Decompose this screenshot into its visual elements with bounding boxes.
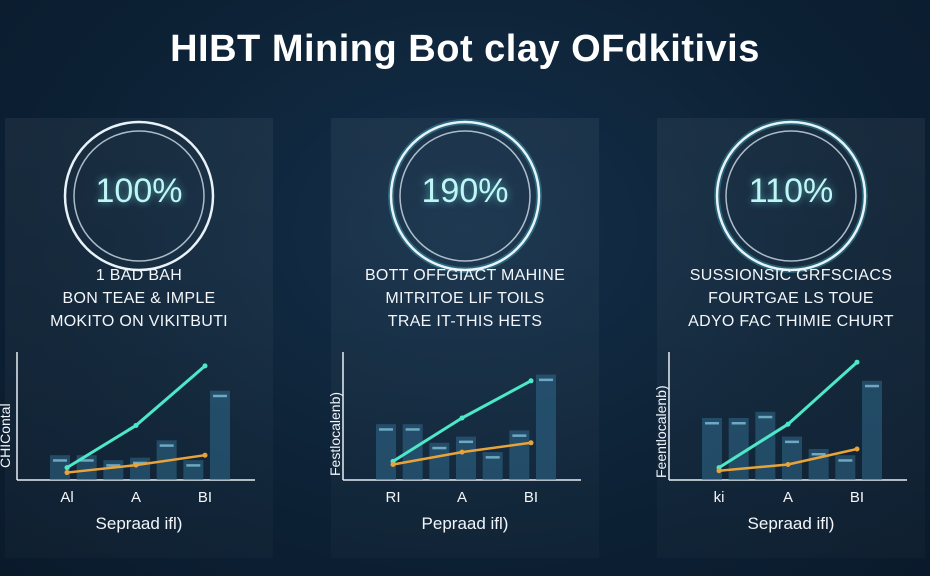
chart-bar <box>782 436 802 480</box>
series-point <box>528 378 534 384</box>
metric-panel-1: 100% 1 BAD BAH BON TEAE & IMPLE MOKITO O… <box>0 118 273 558</box>
percent-ring <box>714 119 868 273</box>
description-line: BON TEAE & IMPLE <box>62 290 216 307</box>
percent-value: 100% <box>95 172 183 210</box>
series-point <box>64 470 70 476</box>
chart: Al A BI <box>16 352 255 506</box>
y-axis-label: CHIContal <box>0 403 13 468</box>
chart-bar <box>536 374 556 480</box>
series-point <box>459 415 465 421</box>
chart-bar <box>183 460 204 480</box>
bar-tag <box>865 384 879 388</box>
x-axis-label: Pepraad ifl) <box>421 514 509 533</box>
chart: ki A BI <box>668 352 907 506</box>
bar-tag <box>539 378 553 382</box>
series-point <box>528 440 534 446</box>
series-point <box>785 462 791 467</box>
description-line: TRAE IT-THIS HETS <box>387 313 543 330</box>
description-line: SUSSIONSIC GRFSCIACS <box>689 267 893 284</box>
chart: RI A BI <box>342 352 581 506</box>
series-point <box>133 462 139 468</box>
series-point <box>716 468 722 474</box>
chart-bar <box>509 430 530 480</box>
y-axis-label: Feentlocalenb) <box>653 385 669 478</box>
series-point <box>390 462 396 467</box>
bar-tag <box>512 434 527 437</box>
chart-bar <box>130 457 150 480</box>
chart-bar <box>210 390 230 480</box>
metric-panel-3: 110% SUSSIONSIC GRFSCIACS FOURTGAE LS TO… <box>653 118 925 558</box>
bar-tag <box>106 464 121 467</box>
percent-value: 190% <box>421 172 509 210</box>
series-point <box>133 422 139 428</box>
chart-bar <box>402 424 423 480</box>
chart-bar <box>429 442 450 480</box>
chart-bar <box>376 424 396 480</box>
bar-tag <box>186 464 201 467</box>
x-tick-label: BI <box>524 489 538 506</box>
panel-description: BOTT OFFGIACT MAHINE MITRITOE LIF TOILS … <box>331 264 599 333</box>
x-tick-label: A <box>457 489 467 506</box>
bar-tag <box>79 459 94 462</box>
description-line: MOKITO ON VIKITBUTI <box>50 313 228 330</box>
bar-tag <box>459 440 473 444</box>
page-title: HIBT Mining Bot clay OFdkitivis <box>170 28 760 70</box>
panel-description: 1 BAD BAH BON TEAE & IMPLE MOKITO ON VIK… <box>5 264 273 333</box>
chart-bar <box>456 436 476 480</box>
chart-bar <box>728 418 749 480</box>
percent-ring <box>388 119 542 273</box>
series-point <box>854 446 860 452</box>
x-tick-label: BI <box>198 489 212 506</box>
x-tick-label: RI <box>386 489 401 506</box>
y-axis-label: Festlocalenb) <box>327 391 343 476</box>
bar-tag <box>213 394 227 398</box>
series-point <box>459 449 465 455</box>
bar-tag <box>432 446 447 450</box>
series-point <box>202 363 208 369</box>
chart-bar <box>103 460 124 480</box>
chart-bar <box>835 455 856 480</box>
bar-tag <box>379 428 393 431</box>
series-point <box>64 465 70 471</box>
description-line: BOTT OFFGIACT MAHINE <box>364 267 566 284</box>
bar-tag <box>811 453 826 456</box>
chart-bar <box>862 380 882 480</box>
series-line <box>66 364 206 469</box>
x-tick-label: BI <box>850 489 864 506</box>
bar-tag <box>705 422 719 425</box>
x-axis-label: Sepraad ifl) <box>95 514 183 533</box>
bar-tag <box>133 461 147 465</box>
series-point <box>785 421 791 427</box>
bar-tag <box>405 428 420 431</box>
chart-bar <box>482 452 503 480</box>
description-line: FOURTGAE LS TOUE <box>708 290 874 307</box>
bar-tag <box>53 459 67 462</box>
x-tick-label: A <box>783 489 793 506</box>
chart-bar <box>755 411 776 480</box>
x-axis-label: Sepraad ifl) <box>747 514 835 533</box>
panel-description: SUSSIONSIC GRFSCIACS FOURTGAE LS TOUE AD… <box>657 264 925 333</box>
chart-bar <box>702 418 722 480</box>
x-tick-label: A <box>131 489 141 506</box>
description-line: MITRITOE LIF TOILS <box>385 290 545 307</box>
percent-value: 110% <box>748 172 834 210</box>
bar-tag <box>159 444 174 447</box>
bar-tag <box>485 456 500 459</box>
percent-ring <box>63 120 215 272</box>
bar-tag <box>758 415 773 419</box>
x-tick-label: ki <box>714 489 725 506</box>
bar-tag <box>785 440 799 444</box>
bar-tag <box>838 459 853 462</box>
series-point <box>854 359 860 365</box>
metric-panel-2: 190% BOTT OFFGIACT MAHINE MITRITOE LIF T… <box>327 118 599 558</box>
description-line: 1 BAD BAH <box>95 267 183 284</box>
bar-tag <box>731 422 746 425</box>
description-line: ADYO FAC THIMIE CHURT <box>688 313 894 330</box>
series-point <box>202 452 208 458</box>
x-tick-label: Al <box>60 489 73 506</box>
